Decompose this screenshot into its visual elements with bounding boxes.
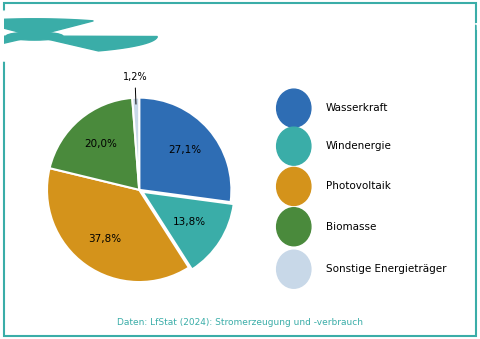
- Text: Windenergie: Windenergie: [326, 141, 392, 151]
- Polygon shape: [0, 36, 22, 51]
- Circle shape: [0, 11, 214, 61]
- Circle shape: [6, 32, 63, 40]
- Wedge shape: [47, 168, 189, 282]
- Wedge shape: [49, 98, 139, 190]
- Wedge shape: [139, 98, 231, 202]
- Circle shape: [276, 208, 311, 246]
- Circle shape: [276, 127, 311, 165]
- Circle shape: [276, 167, 311, 205]
- Text: Struktur der Bruttostromerzeugung aus erneuerbaren Energien: Struktur der Bruttostromerzeugung aus er…: [38, 20, 480, 33]
- Wedge shape: [142, 192, 234, 270]
- Wedge shape: [132, 98, 139, 190]
- Text: Daten: LfStat (2024): Stromerzeugung und -verbrauch: Daten: LfStat (2024): Stromerzeugung und…: [117, 318, 363, 327]
- Text: Biomasse: Biomasse: [326, 222, 376, 232]
- Text: Photovoltaik: Photovoltaik: [326, 181, 391, 192]
- Text: 1,2%: 1,2%: [123, 73, 147, 104]
- Circle shape: [276, 89, 311, 127]
- Text: Sonstige Energieträger: Sonstige Energieträger: [326, 264, 446, 274]
- Text: 13,8%: 13,8%: [173, 217, 206, 227]
- Polygon shape: [0, 19, 94, 33]
- Polygon shape: [47, 36, 157, 51]
- Text: in Bayern 2023: in Bayern 2023: [207, 44, 311, 57]
- Text: 27,1%: 27,1%: [168, 145, 201, 155]
- Circle shape: [276, 250, 311, 288]
- Text: 20,0%: 20,0%: [84, 139, 117, 149]
- Text: 37,8%: 37,8%: [88, 234, 121, 244]
- Text: Wasserkraft: Wasserkraft: [326, 103, 388, 113]
